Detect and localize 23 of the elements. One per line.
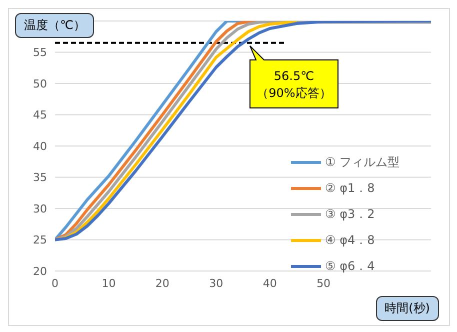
x-tick-label: 50 [316, 276, 331, 290]
x-tick-label: 40 [262, 276, 277, 290]
y-tick-label: 35 [33, 171, 47, 184]
annotation: 56.5℃ （90%応答） [256, 68, 332, 100]
y-tick-label: 45 [33, 108, 47, 122]
x-tick-label: 20 [155, 276, 170, 290]
y-tick-label: 50 [33, 77, 47, 90]
x-tick-label: 30 [209, 276, 224, 290]
y-tick-label: 30 [33, 202, 47, 216]
y-axis-title: 温度（℃） [15, 13, 94, 38]
x-tick-label: 10 [102, 276, 116, 290]
y-tick-label: 55 [33, 46, 47, 60]
legend-label: ① フィルム型 [325, 154, 400, 170]
y-tick-label: 25 [33, 234, 47, 247]
x-axis-title: 時間(秒) [376, 296, 439, 321]
legend-label: ⑤ φ6．4 [325, 258, 375, 274]
y-tick-label: 40 [33, 140, 47, 153]
legend-label: ④ φ4．8 [325, 232, 375, 248]
legend-label: ② φ1．8 [325, 180, 375, 196]
callout-box: 56.5℃ （90%応答） [249, 45, 338, 108]
legend-label: ③ φ3．2 [325, 206, 375, 222]
x-tick-label: 0 [52, 276, 58, 290]
y-tick-label: 20 [33, 264, 47, 278]
